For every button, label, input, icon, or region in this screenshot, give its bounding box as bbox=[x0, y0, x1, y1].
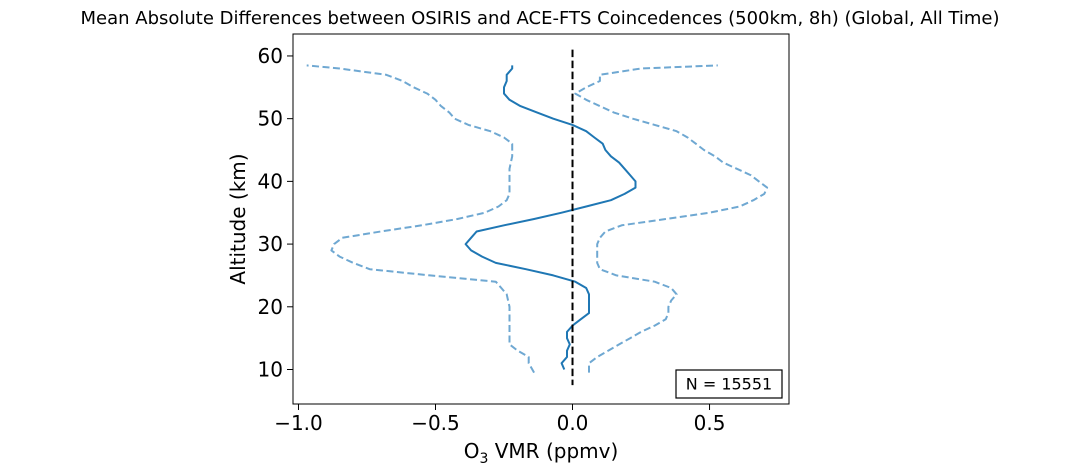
sample-count-label: N = 15551 bbox=[686, 375, 772, 394]
y-tick-label: 30 bbox=[258, 232, 283, 256]
series-line-lower-bound bbox=[306, 64, 535, 374]
x-axis-label-main: O bbox=[464, 439, 480, 463]
y-tick-label: 10 bbox=[258, 358, 283, 382]
x-tick-label: 0.5 bbox=[694, 411, 726, 435]
series-line-upper-bound bbox=[574, 64, 769, 373]
y-tick-label: 60 bbox=[258, 44, 283, 68]
x-axis-label: O3 VMR (ppmv) bbox=[464, 439, 619, 467]
x-tick-label: −1.0 bbox=[274, 411, 323, 435]
chart-title: Mean Absolute Differences between OSIRIS… bbox=[81, 8, 1000, 29]
x-axis-label-rest: VMR (ppmv) bbox=[488, 439, 618, 463]
y-tick-label: 40 bbox=[258, 169, 283, 193]
y-axis: 10 20 30 40 50 60 bbox=[258, 44, 293, 382]
y-tick-label: 50 bbox=[258, 107, 283, 131]
plot-frame bbox=[292, 33, 790, 405]
x-tick-label: −0.5 bbox=[411, 411, 460, 435]
sample-count-box: N = 15551 bbox=[675, 369, 783, 399]
y-tick-label: 20 bbox=[258, 295, 283, 319]
plot-area bbox=[306, 49, 769, 386]
sample-count-frame bbox=[675, 369, 783, 399]
series-line-mean bbox=[464, 65, 637, 370]
x-tick-label: 0.0 bbox=[557, 411, 589, 435]
y-axis-label: Altitude (km) bbox=[226, 153, 250, 284]
x-axis-label-subscript: 3 bbox=[479, 451, 488, 467]
x-axis: −1.0 −0.5 0.0 0.5 bbox=[274, 404, 725, 435]
